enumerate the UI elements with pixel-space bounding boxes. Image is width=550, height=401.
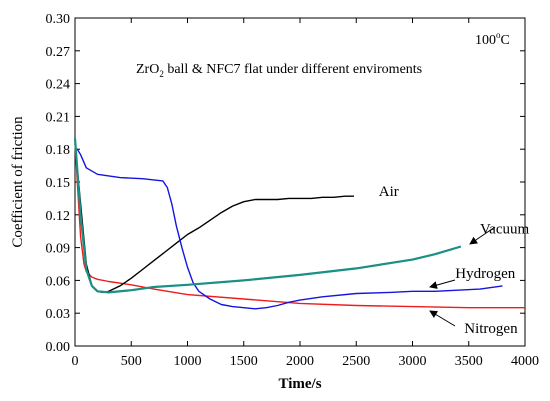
temperature-annotation: 100oC bbox=[475, 30, 510, 48]
series-label-hydrogen: Hydrogen bbox=[455, 266, 515, 282]
y-tick-label: 0.30 bbox=[46, 12, 71, 27]
chart-title: ZrO2 ball & NFC7 flat under different en… bbox=[136, 62, 422, 79]
x-tick-label: 3500 bbox=[455, 354, 483, 369]
x-tick-label: 0 bbox=[72, 354, 79, 369]
x-tick-label: 1000 bbox=[174, 354, 202, 369]
series-line-nitrogen bbox=[74, 138, 525, 309]
temperature-value: 100 bbox=[475, 33, 496, 48]
x-tick-label: 1500 bbox=[230, 354, 258, 369]
series-label-air: Air bbox=[379, 184, 399, 200]
x-tick-label: 2500 bbox=[342, 354, 370, 369]
title-prefix: ZrO bbox=[136, 62, 159, 77]
y-tick-label: 0.03 bbox=[46, 307, 71, 322]
vacuum-leader-arrow bbox=[469, 226, 496, 245]
y-tick-label: 0.18 bbox=[46, 143, 71, 158]
series-line-air bbox=[74, 143, 354, 294]
x-tick-label: 2000 bbox=[286, 354, 314, 369]
y-tick-label: 0.15 bbox=[46, 176, 71, 191]
series-line-hydrogen bbox=[75, 148, 503, 310]
y-tick-label: 0.21 bbox=[46, 110, 71, 125]
y-tick-label: 0.27 bbox=[46, 45, 71, 60]
x-tick-label: 500 bbox=[121, 354, 142, 369]
y-axis-label: Coefficient of friction bbox=[10, 116, 26, 248]
series-label-vacuum: Vacuum bbox=[480, 221, 529, 237]
y-axis-ticks: 0.00 0.03 0.06 0.09 0.12 0.15 0.18 0.21 0.24 0.27… bbox=[46, 12, 525, 355]
x-axis-ticks: 0 500 1000 1500 2000 2500 3000 3500 4000 bbox=[72, 18, 539, 369]
y-tick-label: 0.00 bbox=[46, 340, 71, 355]
label-leader-arrows bbox=[429, 226, 496, 327]
series-line-vacuum bbox=[73, 138, 462, 294]
series-lines bbox=[73, 138, 525, 310]
hydrogen-leader-arrow bbox=[429, 279, 456, 289]
x-tick-label: 3000 bbox=[399, 354, 427, 369]
y-tick-label: 0.09 bbox=[46, 242, 71, 257]
y-tick-label: 0.24 bbox=[46, 78, 71, 93]
temperature-unit: C bbox=[501, 33, 510, 48]
series-label-nitrogen: Nitrogen bbox=[464, 321, 518, 337]
x-tick-label: 4000 bbox=[511, 354, 539, 369]
series-labels: Air Vacuum Hydrogen Nitrogen bbox=[379, 184, 530, 337]
y-tick-label: 0.12 bbox=[46, 209, 71, 224]
x-axis-label: Time/s bbox=[278, 376, 321, 392]
temperature-degree: o bbox=[496, 30, 501, 40]
nitrogen-leader-arrow bbox=[429, 310, 456, 327]
title-suffix: ball & NFC7 flat under different envirom… bbox=[164, 62, 422, 77]
y-tick-label: 0.06 bbox=[46, 274, 71, 289]
title-subscript: 2 bbox=[159, 69, 164, 79]
